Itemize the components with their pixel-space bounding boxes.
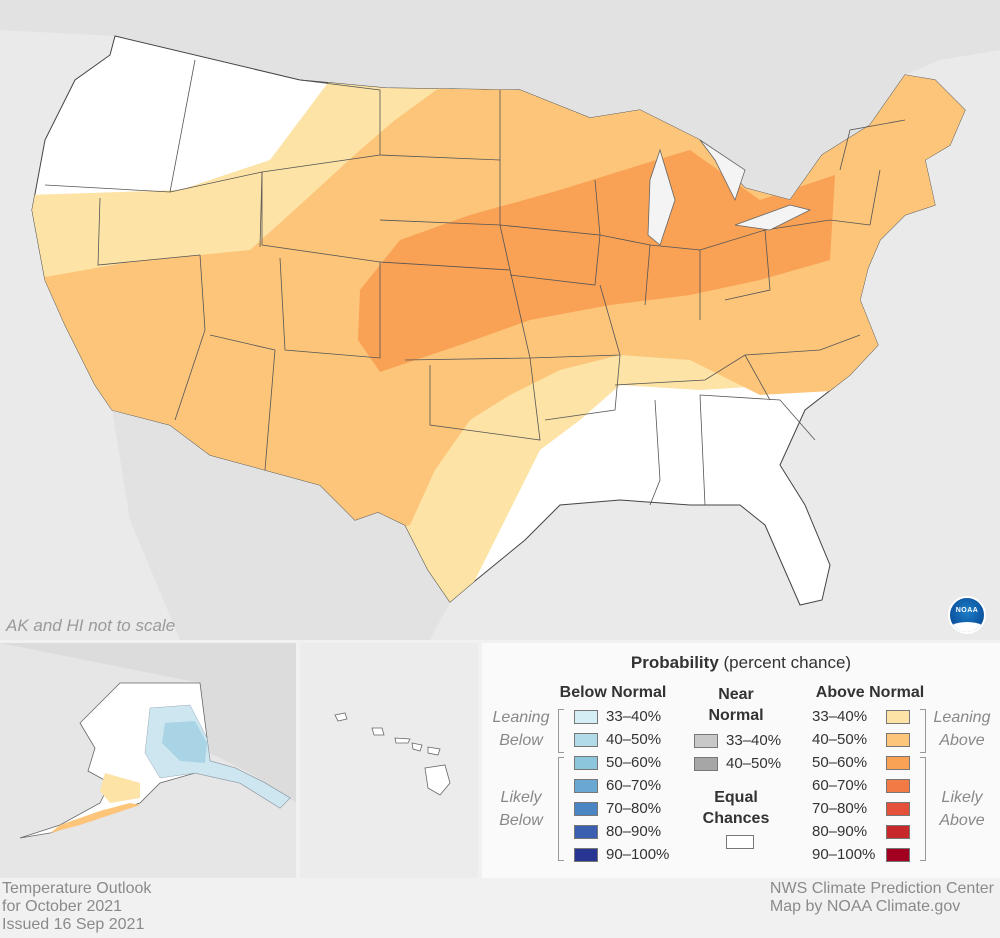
legend-label-below-4: 70–80% bbox=[606, 800, 662, 817]
lake-huron bbox=[699, 139, 746, 202]
scale-note: AK and HI not to scale bbox=[6, 616, 176, 635]
bracket-leaning-above bbox=[920, 709, 926, 753]
legend-label-above-6: 90–100% bbox=[812, 846, 876, 863]
canada-land bbox=[0, 0, 1000, 200]
hawaii-map-svg bbox=[334, 712, 451, 796]
swatch-near-1 bbox=[694, 757, 718, 771]
zone-above-50-60 bbox=[358, 150, 835, 372]
swatch-below-1 bbox=[574, 733, 598, 747]
alaska-below-40-50 bbox=[162, 721, 207, 763]
legend-label-below-3: 60–70% bbox=[606, 777, 662, 794]
legend-title: Probability (percent chance) bbox=[630, 653, 852, 672]
hawaii-map bbox=[300, 643, 478, 878]
swatch-equal-chances bbox=[726, 835, 754, 849]
swatch-above-3 bbox=[886, 779, 910, 793]
canada-land-ak bbox=[0, 643, 296, 803]
swatch-above-0 bbox=[886, 710, 910, 724]
footer-title: Temperature Outlook bbox=[2, 880, 152, 897]
legend-group-likely-below: Likely Below bbox=[499, 789, 543, 829]
legend-label-above-3: 60–70% bbox=[812, 777, 868, 794]
footer-period: for October 2021 bbox=[2, 898, 123, 915]
alaska-above-33-40 bbox=[100, 773, 140, 803]
legend-header-above: Above Normal bbox=[815, 684, 925, 701]
swatch-below-6 bbox=[574, 848, 598, 862]
legend-header-below: Below Normal bbox=[559, 684, 667, 701]
bracket-leaning-below bbox=[558, 709, 564, 753]
legend-label-below-5: 80–90% bbox=[606, 823, 662, 840]
swatch-below-5 bbox=[574, 825, 598, 839]
swatch-above-6 bbox=[886, 848, 910, 862]
legend-label-above-1: 40–50% bbox=[812, 731, 868, 748]
alaska-map bbox=[0, 643, 296, 878]
swatch-below-2 bbox=[574, 756, 598, 770]
alaska-map-svg bbox=[0, 643, 296, 839]
legend-label-near-1: 40–50% bbox=[726, 755, 782, 772]
legend-label-above-4: 70–80% bbox=[812, 800, 868, 817]
hawaii-islands bbox=[334, 712, 451, 796]
lake-erie bbox=[734, 204, 812, 231]
swatch-below-3 bbox=[574, 779, 598, 793]
noaa-logo: NOAA bbox=[948, 596, 986, 634]
legend-label-above-0: 33–40% bbox=[812, 708, 868, 725]
footer-right: NWS Climate Prediction Center Map by NOA… bbox=[770, 880, 994, 916]
legend-group-likely-above: Likely Above bbox=[939, 789, 985, 829]
bracket-likely-below bbox=[558, 757, 564, 861]
alaska-above-40-50 bbox=[50, 803, 140, 833]
legend-label-above-5: 80–90% bbox=[812, 823, 868, 840]
legend-label-below-0: 33–40% bbox=[606, 708, 662, 725]
bracket-likely-above bbox=[920, 757, 926, 861]
state-boundaries bbox=[44, 59, 906, 506]
conus-map: AK and HI not to scale NOAA bbox=[0, 0, 1000, 640]
legend-group-leaning-below: Leaning Below bbox=[492, 709, 550, 749]
legend-label-below-6: 90–100% bbox=[606, 846, 670, 863]
swatch-above-5 bbox=[886, 825, 910, 839]
footer-credit-cpc: NWS Climate Prediction Center bbox=[769, 880, 994, 897]
swatch-below-4 bbox=[574, 802, 598, 816]
swatch-above-2 bbox=[886, 756, 910, 770]
lake-michigan bbox=[647, 148, 676, 246]
legend-label-above-2: 50–60% bbox=[812, 754, 868, 771]
legend-label-below-2: 50–60% bbox=[606, 754, 662, 771]
footer-left: Temperature Outlook for October 2021 Iss… bbox=[2, 880, 151, 934]
conus-map-svg bbox=[0, 0, 1000, 640]
legend-header-near: Near Normal bbox=[708, 686, 764, 724]
swatch-above-1 bbox=[886, 733, 910, 747]
legend-header-equal: Equal Chances bbox=[702, 789, 770, 827]
legend: Probability (percent chance) Below Norma… bbox=[482, 643, 1000, 878]
swatch-below-0 bbox=[574, 710, 598, 724]
footer-credit-climate: Map by NOAA Climate.gov bbox=[769, 898, 961, 915]
swatch-near-0 bbox=[694, 734, 718, 748]
legend-label-near-0: 33–40% bbox=[726, 732, 782, 749]
swatch-above-4 bbox=[886, 802, 910, 816]
mexico-land bbox=[112, 410, 450, 640]
legend-label-below-1: 40–50% bbox=[606, 731, 662, 748]
footer-issued: Issued 16 Sep 2021 bbox=[2, 916, 145, 933]
legend-group-leaning-above: Leaning Above bbox=[933, 709, 991, 749]
